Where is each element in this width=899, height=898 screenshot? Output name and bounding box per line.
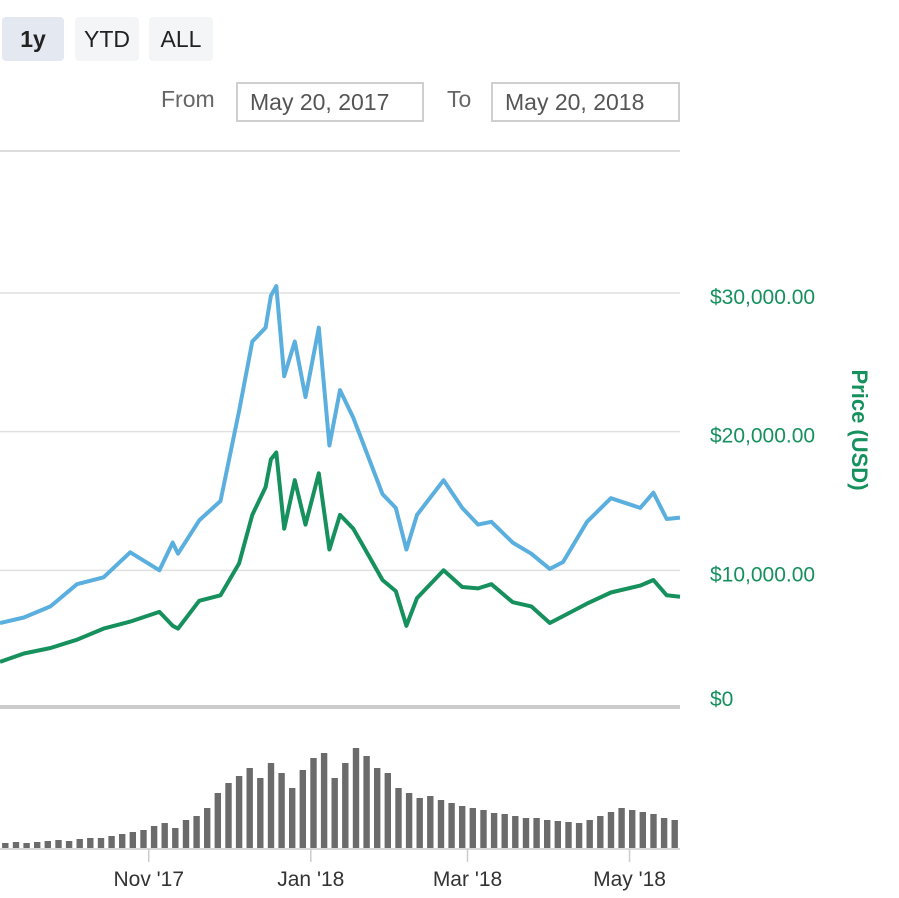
y-axis-ticks: $0 $10,000.00 $20,000.00 $30,000.00 bbox=[710, 286, 815, 711]
price-lines bbox=[0, 284, 681, 664]
volume-bar bbox=[480, 810, 487, 848]
volume-bar bbox=[299, 770, 306, 848]
volume-bar bbox=[618, 808, 625, 848]
volume-bar bbox=[405, 793, 413, 848]
volume-bar bbox=[607, 812, 615, 848]
range-button-all[interactable]: ALL bbox=[149, 17, 213, 61]
volume-bar bbox=[204, 808, 211, 848]
volume-bar bbox=[161, 823, 168, 848]
volume-bar bbox=[65, 841, 73, 848]
volume-bar bbox=[522, 818, 530, 848]
volume-bar bbox=[193, 816, 200, 848]
volume-bar bbox=[459, 806, 466, 848]
x-tick-label: May '18 bbox=[593, 868, 666, 891]
to-label: To bbox=[447, 86, 472, 112]
volume-bar bbox=[544, 820, 551, 848]
volume-bar bbox=[533, 818, 540, 848]
volume-bar bbox=[87, 838, 94, 848]
volume-bar bbox=[289, 788, 296, 848]
volume-bar bbox=[512, 816, 519, 848]
price-line-green bbox=[0, 450, 681, 664]
volume-bar bbox=[320, 753, 328, 848]
volume-bar bbox=[44, 841, 51, 848]
volume-bar bbox=[650, 814, 657, 848]
volume-bar bbox=[469, 808, 476, 848]
volume-bar bbox=[437, 800, 445, 848]
volume-bar bbox=[565, 822, 572, 848]
volume-bar bbox=[629, 810, 636, 848]
volume-bar bbox=[172, 828, 179, 848]
volume-bar bbox=[448, 803, 455, 848]
volume-bar bbox=[34, 842, 41, 848]
volume-bar bbox=[2, 843, 9, 848]
from-label: From bbox=[161, 86, 215, 112]
volume-bar bbox=[129, 832, 136, 848]
volume-bar bbox=[384, 773, 391, 848]
x-axis-ticks: Nov '17 Jan '18 Mar '18 May '18 bbox=[113, 849, 666, 891]
from-date-input[interactable]: May 20, 2017 bbox=[236, 82, 424, 122]
volume-bar bbox=[97, 838, 105, 848]
volume-bar bbox=[554, 821, 561, 848]
volume-bar bbox=[395, 788, 402, 848]
x-tick-label: Jan '18 bbox=[277, 868, 344, 891]
volume-bar bbox=[331, 778, 338, 848]
volume-bar bbox=[427, 796, 434, 848]
x-tick-label: Mar '18 bbox=[433, 868, 502, 891]
volume-bar bbox=[257, 778, 264, 848]
volume-bar bbox=[246, 768, 253, 848]
volume-bar bbox=[76, 839, 83, 848]
volume-bar bbox=[575, 823, 583, 848]
volume-bar bbox=[235, 776, 243, 848]
volume-bar bbox=[12, 842, 20, 848]
volume-bar bbox=[374, 768, 381, 848]
y-tick-label: $10,000.00 bbox=[710, 563, 815, 586]
volume-bar bbox=[182, 820, 190, 848]
y-tick-label: $20,000.00 bbox=[710, 425, 815, 448]
y-tick-label: $30,000.00 bbox=[710, 286, 815, 309]
price-line-blue bbox=[0, 284, 681, 625]
x-tick-label: Nov '17 bbox=[113, 868, 184, 891]
volume-bar bbox=[55, 840, 62, 848]
range-button-ytd[interactable]: YTD bbox=[75, 17, 139, 61]
volume-bar bbox=[639, 812, 646, 848]
chart-grid bbox=[0, 150, 680, 850]
volume-bar bbox=[490, 813, 498, 848]
volume-bar bbox=[108, 836, 115, 848]
volume-bar bbox=[352, 748, 360, 848]
volume-bar bbox=[671, 820, 678, 848]
volume-bar bbox=[23, 843, 30, 848]
volume-bar bbox=[267, 763, 275, 848]
to-date-input[interactable]: May 20, 2018 bbox=[491, 82, 680, 122]
volume-bar bbox=[150, 826, 158, 848]
volume-bar bbox=[342, 763, 349, 848]
volume-bar bbox=[214, 793, 221, 848]
y-axis-title: Price (USD) bbox=[847, 369, 872, 490]
volume-bar bbox=[586, 820, 593, 848]
volume-bar bbox=[278, 773, 285, 848]
volume-bars bbox=[2, 748, 678, 848]
range-button-1y[interactable]: 1y bbox=[2, 17, 64, 61]
volume-bar bbox=[225, 783, 232, 848]
volume-bar bbox=[660, 818, 668, 848]
volume-bar bbox=[416, 798, 423, 848]
y-tick-label: $0 bbox=[710, 688, 733, 711]
volume-bar bbox=[140, 830, 147, 848]
volume-bar bbox=[310, 758, 317, 848]
volume-bar bbox=[119, 834, 126, 848]
volume-bar bbox=[501, 814, 508, 848]
volume-bar bbox=[363, 756, 370, 848]
volume-bar bbox=[597, 816, 604, 848]
